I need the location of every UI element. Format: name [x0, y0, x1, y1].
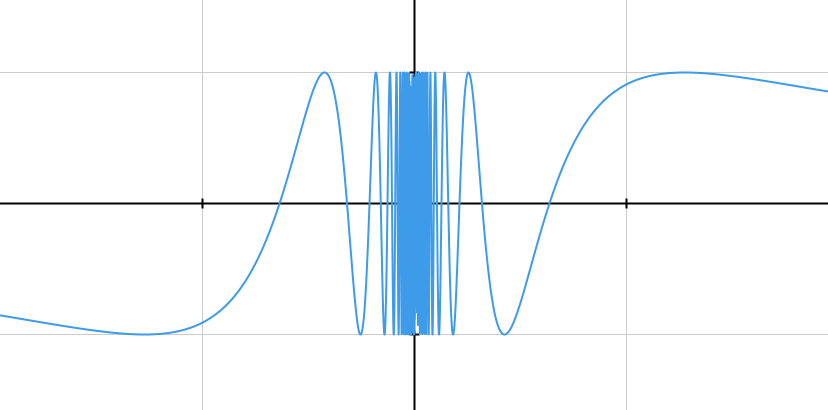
curve-left-branch	[0, 71, 416, 336]
curve-right-branch	[413, 71, 828, 336]
curve-layer	[0, 71, 828, 336]
